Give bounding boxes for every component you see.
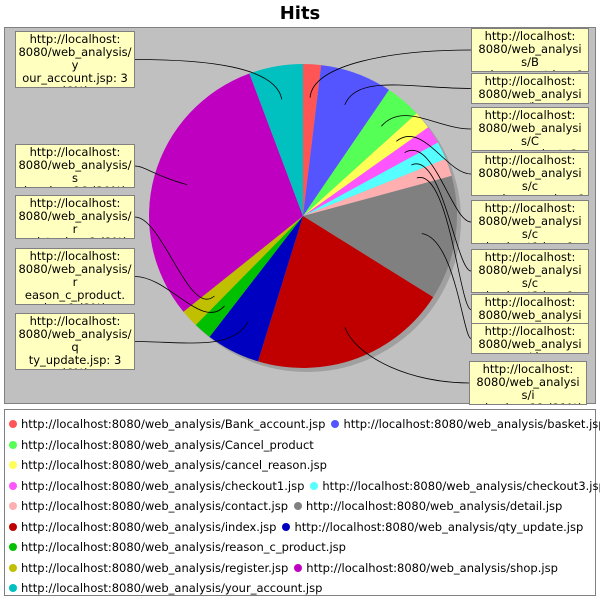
slice-label: http://localhost: 8080/web_analysis/q ty…: [15, 313, 135, 370]
leader-line: [416, 177, 472, 310]
leader-line: [134, 216, 215, 300]
legend-swatch: [310, 481, 319, 490]
legend-row: http://localhost:8080/web_analysis/check…: [9, 476, 600, 497]
legend-label: http://localhost:8080/web_analysis/Cance…: [21, 437, 314, 452]
legend-swatch: [9, 461, 17, 470]
legend-row: http://localhost:8080/web_analysis/reaso…: [9, 537, 591, 558]
legend-item[interactable]: http://localhost:8080/web_analysis/conta…: [9, 499, 288, 513]
legend-row: http://localhost:8080/web_analysis/index…: [9, 517, 591, 538]
pie-slice[interactable]: [303, 89, 417, 216]
legend-item[interactable]: http://localhost:8080/web_analysis/regis…: [9, 561, 288, 575]
legend-item[interactable]: http://localhost:8080/web_analysis/index…: [9, 520, 276, 534]
pie-slice[interactable]: [183, 216, 303, 326]
leader-line: [309, 49, 472, 98]
leader-line: [404, 149, 472, 223]
slice-label: http://localhost: 8080/web_analysis/c he…: [471, 249, 589, 293]
slice-label: http://localhost: 8080/web_analysis/B an…: [471, 28, 589, 72]
legend-row: http://localhost:8080/web_analysis/cance…: [9, 455, 591, 476]
legend-row: http://localhost:8080/web_analysis/conta…: [9, 496, 591, 517]
leader-line: [396, 136, 472, 175]
legend-swatch: [282, 522, 291, 531]
legend-swatch: [9, 440, 17, 449]
pie-slice[interactable]: [249, 64, 303, 216]
legend-swatch: [9, 543, 17, 552]
slice-label: http://localhost: 8080/web_analysis/i nd…: [469, 361, 587, 405]
legend-swatch: [9, 420, 17, 429]
legend-row: http://localhost:8080/web_analysis/Cance…: [9, 435, 591, 456]
legend-item[interactable]: http://localhost:8080/web_analysis/check…: [310, 479, 600, 493]
slice-label: http://localhost: 8080/web_analysis/r eg…: [15, 195, 135, 239]
legend-row: http://localhost:8080/web_analysis/your_…: [9, 578, 591, 599]
legend-item[interactable]: http://localhost:8080/web_analysis/reaso…: [9, 540, 346, 554]
slice-label: http://localhost: 8080/web_analysis/d: [471, 323, 589, 354]
legend-item[interactable]: http://localhost:8080/web_analysis/Cance…: [9, 438, 314, 452]
pie-slice[interactable]: [303, 175, 457, 298]
pie-slice[interactable]: [303, 64, 322, 216]
slice-label: http://localhost: 8080/web_analysis/C an…: [471, 107, 589, 151]
legend-label: http://localhost:8080/web_analysis/your_…: [21, 581, 323, 596]
legend-item[interactable]: http://localhost:8080/web_analysis/qty_u…: [282, 520, 583, 534]
slice-label: http://localhost: 8080/web_analysis/b: [471, 73, 589, 104]
legend-swatch: [9, 522, 17, 531]
legend-swatch: [294, 502, 303, 511]
legend: http://localhost:8080/web_analysis/Bank_…: [4, 409, 600, 599]
pie-slice[interactable]: [303, 113, 429, 216]
legend-label: http://localhost:8080/web_analysis/conta…: [21, 499, 289, 514]
legend-swatch: [331, 420, 340, 429]
legend-label: http://localhost:8080/web_analysis/detai…: [306, 499, 563, 514]
legend-row: http://localhost:8080/web_analysis/Bank_…: [9, 414, 600, 435]
leader-line: [134, 165, 188, 186]
legend-label: http://localhost:8080/web_analysis/check…: [21, 478, 305, 493]
legend-label: http://localhost:8080/web_analysis/index…: [21, 519, 277, 534]
legend-label: http://localhost:8080/web_analysis/cance…: [21, 458, 327, 473]
legend-item[interactable]: http://localhost:8080/web_analysis/Bank_…: [9, 417, 325, 431]
legend-swatch: [294, 563, 303, 572]
slice-label: http://localhost: 8080/web_analysis/s ho…: [15, 144, 135, 188]
slice-label: http://localhost: 8080/web_analysis/c an…: [471, 152, 589, 196]
legend-swatch: [9, 502, 17, 511]
legend-label: http://localhost:8080/web_analysis/shop.…: [306, 560, 558, 575]
legend-item[interactable]: http://localhost:8080/web_analysis/check…: [9, 479, 304, 493]
chart-title: Hits: [279, 3, 321, 24]
legend-label: http://localhost:8080/web_analysis/reaso…: [21, 540, 346, 555]
pie-slice[interactable]: [303, 127, 438, 216]
legend-item[interactable]: http://localhost:8080/web_analysis/shop.…: [294, 561, 558, 575]
leader-line: [411, 163, 472, 272]
pie-slice[interactable]: [303, 142, 446, 216]
slice-label: http://localhost: 8080/web_analysis/y ou…: [15, 31, 135, 88]
leader-line: [381, 115, 472, 130]
legend-swatch: [9, 584, 17, 593]
pie-slice[interactable]: [149, 73, 303, 312]
legend-swatch: [9, 563, 17, 572]
pie-slice[interactable]: [303, 158, 452, 216]
legend-label: http://localhost:8080/web_analysis/check…: [322, 478, 600, 493]
legend-label: http://localhost:8080/web_analysis/baske…: [343, 417, 600, 432]
leader-line: [134, 321, 249, 344]
plot-area: http://localhost: 8080/web_analysis/y ou…: [4, 27, 596, 405]
legend-item[interactable]: http://localhost:8080/web_analysis/detai…: [294, 499, 562, 513]
slice-label: http://localhost: 8080/web_analysis/r ea…: [15, 248, 135, 305]
legend-label: http://localhost:8080/web_analysis/Bank_…: [21, 417, 326, 432]
leader-line: [421, 233, 472, 339]
pie-slice[interactable]: [303, 65, 390, 216]
pie-slice[interactable]: [209, 216, 303, 362]
legend-label: http://localhost:8080/web_analysis/regis…: [21, 560, 289, 575]
legend-item[interactable]: http://localhost:8080/web_analysis/baske…: [331, 417, 600, 431]
legend-label: http://localhost:8080/web_analysis/qty_u…: [294, 519, 584, 534]
slice-label: http://localhost: 8080/web_analysis/c: [471, 294, 589, 325]
legend-row: http://localhost:8080/web_analysis/regis…: [9, 558, 591, 579]
pie-chart: [134, 49, 472, 384]
pie-slice[interactable]: [258, 216, 434, 368]
legend-item[interactable]: http://localhost:8080/web_analysis/cance…: [9, 458, 327, 472]
legend-swatch: [9, 481, 17, 490]
leader-line: [134, 59, 283, 100]
pie-slice[interactable]: [195, 216, 303, 337]
leader-line: [134, 276, 225, 313]
legend-item[interactable]: http://localhost:8080/web_analysis/your_…: [9, 581, 322, 595]
leader-line: [344, 84, 472, 106]
leader-line: [344, 326, 470, 384]
slice-label: http://localhost: 8080/web_analysis/c he…: [471, 200, 589, 244]
